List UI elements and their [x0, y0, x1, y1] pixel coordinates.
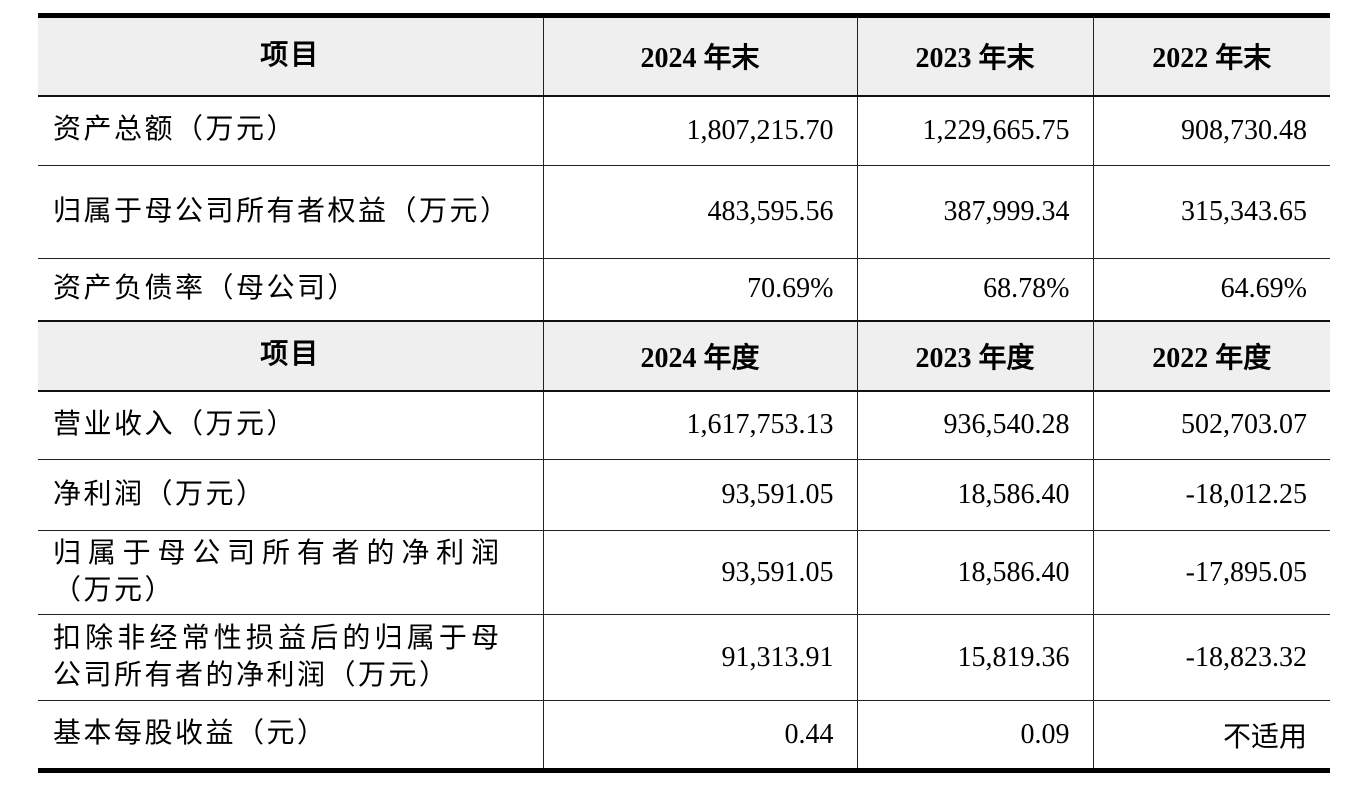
column-header-2023-yearend: 2023 年末: [856, 14, 1094, 97]
column-header-item: 项目: [38, 14, 544, 97]
table-row-total-assets: 资产总额（万元） 1,807,215.70 1,229,665.75 908,7…: [38, 95, 1330, 166]
value-cell: 0.44: [542, 700, 858, 771]
row-label-cell: 基本每股收益（元）: [38, 700, 544, 771]
row-label-cell: 营业收入（万元）: [38, 390, 544, 460]
column-header-2022-year: 2022 年度: [1092, 319, 1330, 392]
row-label-cell: 资产总额（万元）: [38, 95, 544, 166]
value-cell: 15,819.36: [856, 614, 1094, 701]
value-cell: -17,895.05: [1092, 530, 1330, 615]
value-cell: 387,999.34: [856, 165, 1094, 259]
value-cell: 1,229,665.75: [856, 95, 1094, 166]
value-cell: 315,343.65: [1092, 165, 1330, 259]
value-cell: 1,807,215.70: [542, 95, 858, 166]
column-header-2024-yearend: 2024 年末: [542, 14, 858, 97]
value-cell: 不适用: [1092, 700, 1330, 771]
value-cell: -18,823.32: [1092, 614, 1330, 701]
value-cell: -18,012.25: [1092, 459, 1330, 531]
row-label-cell: 归属于母公司所有者的净利润（万元）: [38, 530, 544, 615]
value-cell: 18,586.40: [856, 459, 1094, 531]
table-row-basic-eps: 基本每股收益（元） 0.44 0.09 不适用: [38, 700, 1330, 771]
value-cell: 936,540.28: [856, 390, 1094, 460]
value-cell: 908,730.48: [1092, 95, 1330, 166]
table-header-row-fiscalyear: 项目 2024 年度 2023 年度 2022 年度: [38, 319, 1330, 392]
row-label-cell: 归属于母公司所有者权益（万元）: [38, 165, 544, 259]
row-label-cell: 净利润（万元）: [38, 459, 544, 531]
value-cell: 502,703.07: [1092, 390, 1330, 460]
column-header-2023-year: 2023 年度: [856, 319, 1094, 392]
value-cell: 1,617,753.13: [542, 390, 858, 460]
column-header-item: 项目: [38, 319, 544, 392]
value-cell: 0.09: [856, 700, 1094, 771]
column-header-2024-year: 2024 年度: [542, 319, 858, 392]
table-row-parent-equity: 归属于母公司所有者权益（万元） 483,595.56 387,999.34 31…: [38, 165, 1330, 259]
value-cell: 93,591.05: [542, 459, 858, 531]
value-cell: 91,313.91: [542, 614, 858, 701]
financial-summary-table: 项目 2024 年末 2023 年末 2022 年末 资产总额（万元） 1,80…: [38, 13, 1330, 773]
value-cell: 64.69%: [1092, 258, 1330, 321]
row-label-cell: 资产负债率（母公司）: [38, 258, 544, 321]
value-cell: 18,586.40: [856, 530, 1094, 615]
value-cell: 68.78%: [856, 258, 1094, 321]
table-row-operating-revenue: 营业收入（万元） 1,617,753.13 936,540.28 502,703…: [38, 390, 1330, 460]
table-row-parent-net-profit: 归属于母公司所有者的净利润（万元） 93,591.05 18,586.40 -1…: [38, 530, 1330, 615]
table-row-deducted-net-profit: 扣除非经常性损益后的归属于母公司所有者的净利润（万元） 91,313.91 15…: [38, 614, 1330, 701]
value-cell: 483,595.56: [542, 165, 858, 259]
table-row-net-profit: 净利润（万元） 93,591.05 18,586.40 -18,012.25: [38, 459, 1330, 531]
table-row-debt-ratio: 资产负债率（母公司） 70.69% 68.78% 64.69%: [38, 258, 1330, 321]
value-cell: 93,591.05: [542, 530, 858, 615]
table-header-row-yearend: 项目 2024 年末 2023 年末 2022 年末: [38, 14, 1330, 97]
row-label-cell: 扣除非经常性损益后的归属于母公司所有者的净利润（万元）: [38, 614, 544, 701]
value-cell: 70.69%: [542, 258, 858, 321]
column-header-2022-yearend: 2022 年末: [1092, 14, 1330, 97]
